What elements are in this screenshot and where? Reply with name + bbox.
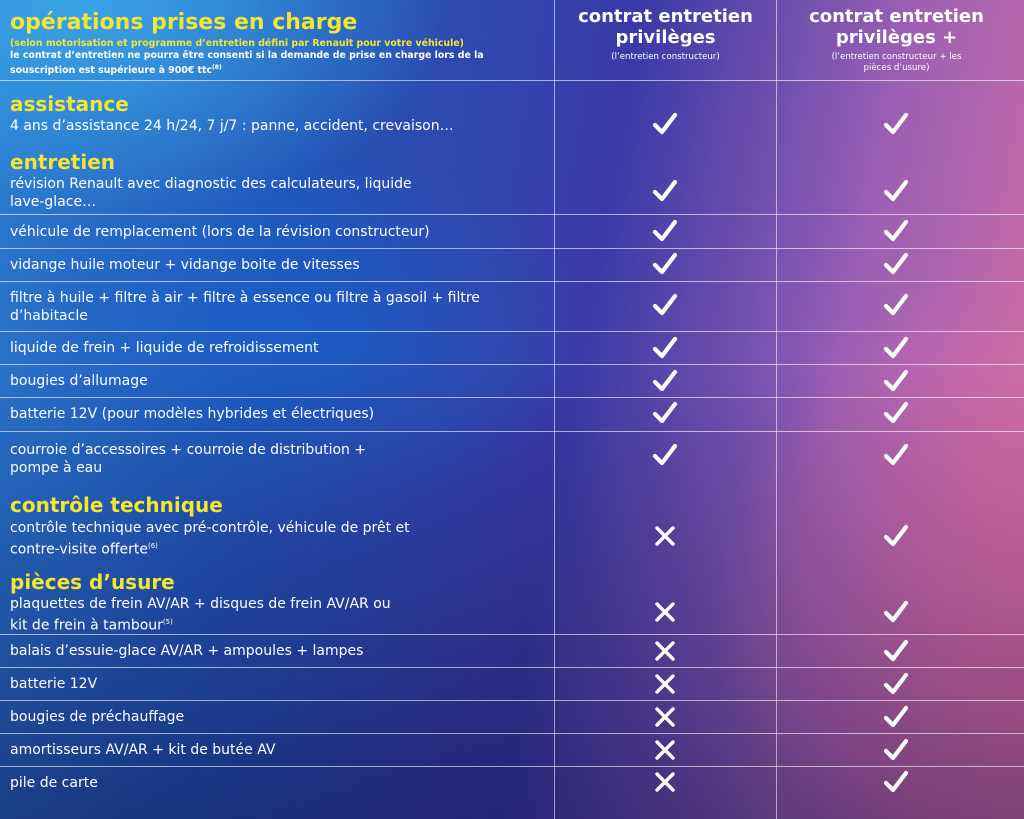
cross-icon [652,737,678,763]
row-divider [0,766,1024,767]
page-title: opérations prises en charge [10,10,358,35]
row-text: balais d’essuie-glace AV/AR + ampoules +… [10,643,364,659]
checkmark-icon [883,704,909,730]
checkmark-icon [883,368,909,394]
cross-icon [652,704,678,730]
row-divider [0,667,1024,668]
row-text: bougies d’allumage [10,373,148,389]
column-subtitle: (l’entretien constructeur + les pièces d… [831,52,962,73]
row-text: liquide de frein + liquide de refroidiss… [10,340,319,356]
row-text: courroie d’accessoires + courroie de dis… [10,442,367,476]
row-divider [0,397,1024,398]
footnote-ref: (6) [147,542,158,550]
row-text: vidange huile moteur + vidange boite de … [10,257,360,273]
row-divider [0,248,1024,249]
checkmark-icon [883,292,909,318]
row-divider [0,214,1024,215]
checkmark-icon [883,178,909,204]
section-controle-technique: contrôle technique [10,493,223,517]
row-divider [0,431,1024,432]
row-text: véhicule de remplacement (lors de la rév… [10,224,430,240]
cross-icon [652,769,678,795]
checkmark-icon [883,400,909,426]
checkmark-icon [652,335,678,361]
row-text: batterie 12V [10,676,98,692]
checkmark-icon [883,251,909,277]
row-text: contrôle technique avec pré-contrôle, vé… [10,519,445,559]
row-divider [0,364,1024,365]
row-text: 4 ans d’assistance 24 h/24, 7 j/7 : pann… [10,118,454,134]
cross-icon [652,671,678,697]
cross-icon [652,599,678,625]
column-title: contrat entretien privilèges + [809,6,984,48]
column-subtitle: (l’entretien constructeur) [611,52,720,62]
checkmark-icon [652,400,678,426]
row-text: bougies de préchauffage [10,709,185,725]
checkmark-icon [883,442,909,468]
checkmark-icon [652,442,678,468]
checkmark-icon [652,292,678,318]
row-divider [0,733,1024,734]
checkmark-icon [883,523,909,549]
section-pieces-usure: pièces d’usure [10,570,175,594]
header-note-text: le contrat d’entretien ne pourra être co… [10,50,484,77]
section-assistance: assistance [10,92,129,116]
checkmark-icon [883,335,909,361]
checkmark-icon [883,638,909,664]
row-divider [0,281,1024,282]
checkmark-icon [883,737,909,763]
checkmark-icon [883,111,909,137]
header-note-yellow: (selon motorisation et programme d’entre… [10,38,464,49]
row-divider [0,634,1024,635]
checkmark-icon [652,111,678,137]
column-header-privileges: contrat entretien privilèges (l’entretie… [542,6,789,63]
row-text: révision Renault avec diagnostic des cal… [10,176,412,210]
checkmark-icon [883,599,909,625]
row-divider [0,700,1024,701]
row-divider [0,331,1024,332]
row-divider [0,80,1024,81]
row-text: batterie 12V (pour modèles hybrides et é… [10,406,375,422]
checkmark-icon [652,218,678,244]
checkmark-icon [652,178,678,204]
row-text: filtre à huile + filtre à air + filtre à… [10,290,480,324]
header-note: le contrat d’entretien ne pourra être co… [10,50,530,77]
column-header-privileges-plus: contrat entretien privilèges + (l’entret… [773,6,1020,74]
row-text: plaquettes de frein AV/AR + disques de f… [10,595,410,635]
column-title: contrat entretien privilèges [578,6,753,48]
footnote-ref: (5) [162,618,173,626]
checkmark-icon [652,368,678,394]
checkmark-icon [652,251,678,277]
section-entretien: entretien [10,150,116,174]
checkmark-icon [883,671,909,697]
checkmark-icon [883,218,909,244]
cross-icon [652,638,678,664]
row-text: pile de carte [10,775,98,791]
cross-icon [652,523,678,549]
footnote-ref: (8) [212,64,222,71]
row-text-body: plaquettes de frein AV/AR + disques de f… [10,596,391,634]
row-text-body: contrôle technique avec pré-contrôle, vé… [10,520,410,558]
column-divider [554,0,555,819]
row-text: amortisseurs AV/AR + kit de butée AV [10,742,276,758]
column-divider [776,0,777,819]
checkmark-icon [883,769,909,795]
